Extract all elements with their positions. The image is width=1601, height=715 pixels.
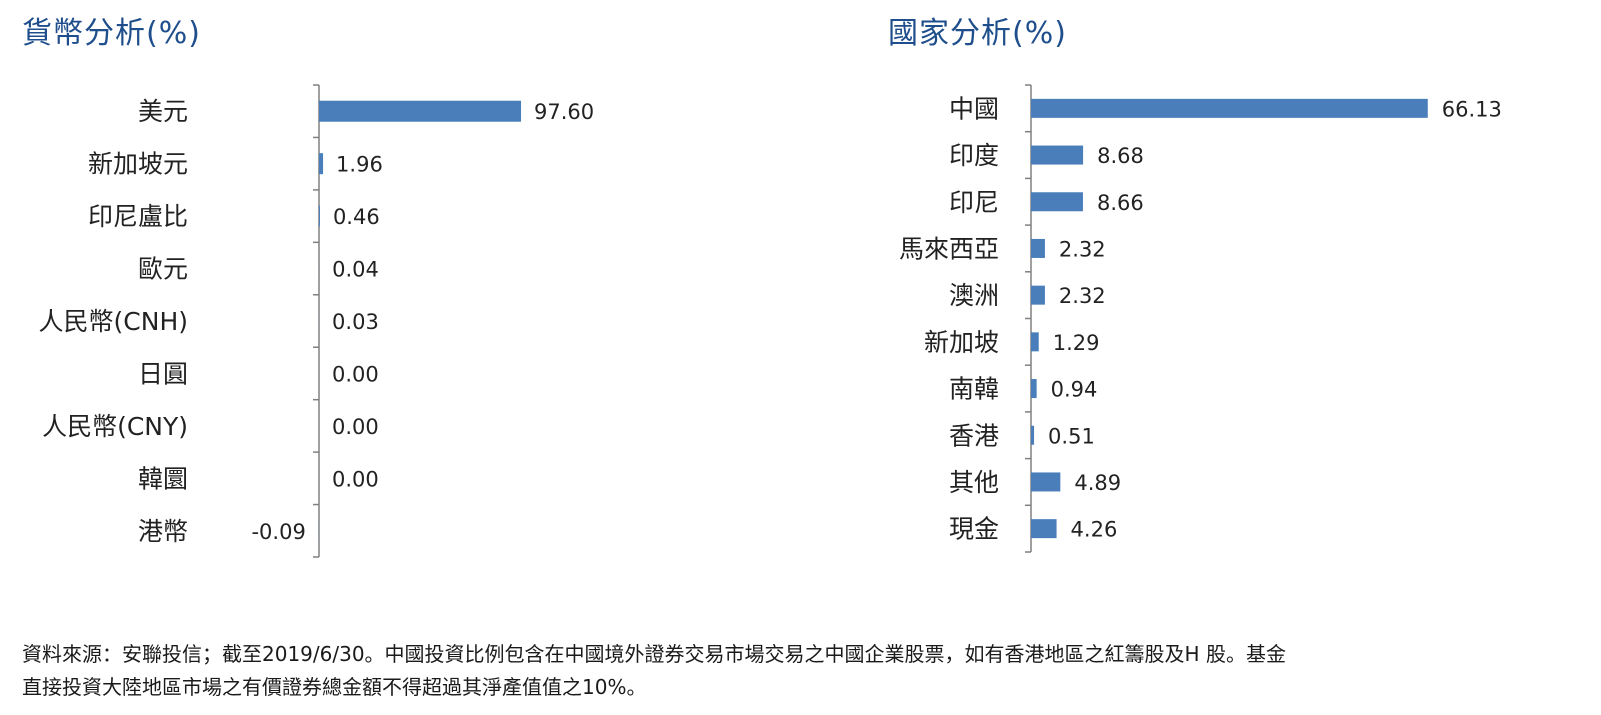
value-label: 2.32 bbox=[1059, 237, 1106, 261]
value-label: 4.89 bbox=[1074, 471, 1121, 495]
value-label: 8.68 bbox=[1097, 144, 1144, 168]
value-label: 66.13 bbox=[1442, 97, 1502, 121]
bar bbox=[1031, 238, 1045, 258]
bar bbox=[319, 100, 522, 122]
value-label: 0.00 bbox=[332, 467, 379, 491]
category-label: 印度 bbox=[949, 141, 999, 170]
category-label: 現金 bbox=[949, 515, 999, 544]
bar bbox=[1031, 379, 1037, 399]
value-label: 0.00 bbox=[332, 362, 379, 386]
bar bbox=[1031, 332, 1039, 352]
value-label: 0.04 bbox=[332, 258, 379, 282]
value-label: 4.26 bbox=[1071, 518, 1118, 542]
value-label: 97.60 bbox=[534, 100, 594, 124]
value-label: 1.96 bbox=[336, 153, 383, 177]
category-label: 香港 bbox=[949, 421, 999, 450]
bar bbox=[1031, 519, 1057, 539]
category-label: 其他 bbox=[949, 468, 999, 497]
value-label: 0.00 bbox=[332, 415, 379, 439]
category-label: 歐元 bbox=[138, 255, 188, 284]
category-label: 新加坡 bbox=[924, 328, 999, 357]
value-label: 2.32 bbox=[1059, 284, 1106, 308]
currency-chart-title: 貨幣分析(%) bbox=[22, 16, 201, 51]
value-label: 0.03 bbox=[332, 310, 379, 334]
value-label: 0.51 bbox=[1048, 424, 1095, 448]
footnote-line-1: 資料來源：安聯投信；截至2019/6/30。中國投資比例包含在中國境外證券交易市… bbox=[22, 642, 1286, 666]
bar bbox=[319, 205, 320, 227]
category-label: 日圓 bbox=[138, 359, 188, 388]
category-label: 南韓 bbox=[949, 375, 999, 404]
source-footnote: 資料來源：安聯投信；截至2019/6/30。中國投資比例包含在中國境外證券交易市… bbox=[22, 638, 1582, 704]
value-label: -0.09 bbox=[251, 520, 305, 544]
bar bbox=[319, 153, 324, 175]
category-label: 中國 bbox=[949, 94, 999, 123]
category-label: 新加坡元 bbox=[88, 150, 188, 179]
bar bbox=[1031, 285, 1045, 305]
value-label: 8.66 bbox=[1097, 191, 1144, 215]
category-label: 馬來西亞 bbox=[899, 234, 999, 263]
country-chart-title: 國家分析(%) bbox=[888, 16, 1067, 51]
footnote-line-2: 直接投資大陸地區市場之有價證券總金額不得超過其淨產值值之10%。 bbox=[22, 675, 647, 699]
bar bbox=[1031, 425, 1035, 445]
category-label: 澳洲 bbox=[949, 281, 999, 310]
category-label: 人民幣(CNY) bbox=[42, 412, 188, 441]
bar bbox=[1031, 472, 1061, 492]
category-label: 印尼盧比 bbox=[88, 202, 188, 231]
value-label: 0.46 bbox=[333, 205, 380, 229]
bar bbox=[1031, 98, 1428, 118]
category-label: 港幣 bbox=[138, 517, 188, 546]
value-label: 1.29 bbox=[1053, 331, 1100, 355]
bar bbox=[1031, 145, 1084, 165]
category-label: 人民幣(CNH) bbox=[39, 307, 188, 336]
category-label: 美元 bbox=[138, 97, 188, 126]
value-label: 0.94 bbox=[1051, 378, 1098, 402]
bar bbox=[1031, 192, 1083, 212]
category-label: 印尼 bbox=[949, 188, 999, 217]
category-label: 韓圜 bbox=[138, 464, 188, 493]
